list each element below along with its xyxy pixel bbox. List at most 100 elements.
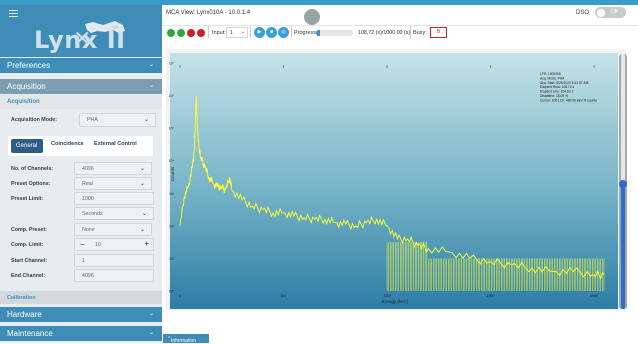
sidebar-header — [0, 5, 162, 57]
clear-button[interactable]: ◎ — [278, 27, 289, 38]
dso-toggle[interactable]: Off — [595, 7, 626, 18]
dso-toggle-text: Off — [611, 9, 618, 15]
information-tab[interactable]: Information ⌃ — [163, 334, 209, 344]
num-channels-label: No. of Channels: — [11, 166, 54, 172]
tab-general[interactable]: General — [11, 139, 43, 153]
info-line: Elapsed Live: 104.62 s — [540, 90, 574, 94]
acquisition-subheader: Acquisition — [0, 95, 162, 109]
num-channels-value: 4096 — [82, 166, 94, 172]
x-tick-label: 0 — [179, 294, 181, 298]
comp-preset-value: None — [82, 227, 95, 233]
start-channel-input[interactable]: 1 — [74, 254, 154, 267]
y-tick-label: 10⁶ — [169, 94, 175, 98]
end-channel-label: End Channel: — [11, 273, 46, 279]
info-line: Acq. Mode: PHA — [540, 76, 565, 80]
progress-label: Progress: — [294, 30, 318, 36]
chevron-down-icon: ⌄ — [143, 117, 149, 123]
num-channels-select[interactable]: 4096 ⌄ — [74, 162, 152, 175]
spectrum-series-line — [179, 95, 605, 280]
x-tick-label: 1500 — [487, 294, 495, 298]
busy-indicator: B — [430, 27, 447, 38]
status-green-icon[interactable] — [177, 29, 185, 37]
y-axis: 10⁰ 10¹ 10² 10³ 10⁴ 10⁵ 10⁶ 10⁷ — [169, 62, 175, 294]
comp-limit-label: Comp. Limit: — [11, 242, 44, 248]
chevron-down-icon: ⌄ — [240, 29, 245, 35]
preset-options-label: Preset Options: — [11, 181, 51, 187]
input-select[interactable]: 1 ⌄ — [226, 27, 248, 38]
chevron-down-icon: ⌄ — [148, 330, 154, 336]
logo-text: Lynx II — [34, 26, 126, 54]
status-green-icon[interactable] — [167, 29, 175, 37]
spectrum-chart[interactable]: 10⁰ 10¹ 10² 10³ 10⁴ 10⁵ 10⁶ 10⁷ 0 500 1000 1500 200… — [166, 49, 626, 311]
information-text: Information — [171, 338, 197, 344]
comp-limit-stepper[interactable]: − 10 + — [74, 238, 154, 251]
section-calibration[interactable]: Calibration — [0, 291, 162, 304]
y-tick-label: 10³ — [169, 192, 175, 196]
comp-preset-label: Comp. Preset: — [11, 227, 47, 233]
top-bar — [0, 0, 638, 5]
chevron-down-icon: ⌄ — [139, 227, 145, 233]
x-tick-label: 500 — [281, 294, 287, 298]
end-channel-value: 4096 — [82, 273, 94, 279]
comp-preset-select[interactable]: None ⌄ — [74, 223, 152, 236]
clear-icon: ◎ — [281, 29, 286, 35]
vertical-scroll-slider[interactable] — [619, 54, 627, 309]
status-red-icon[interactable] — [187, 29, 195, 37]
input-value: 1 — [230, 30, 233, 36]
toolbar-divider — [163, 25, 638, 26]
section-maintenance-label: Maintenance — [7, 329, 53, 338]
section-hardware[interactable]: Hardware ⌄ — [0, 307, 162, 322]
tab-coincidence[interactable]: Coincidence — [51, 141, 84, 147]
stop-button[interactable]: ■ — [266, 27, 277, 38]
y-tick-label: 10⁷ — [169, 62, 175, 66]
section-hardware-label: Hardware — [7, 310, 42, 319]
acquisition-subheader-label: Acquisition — [7, 99, 40, 105]
dso-label: DSO — [576, 10, 590, 16]
acquisition-mode-value: PHA — [87, 117, 98, 123]
stop-icon: ■ — [269, 29, 274, 35]
start-button[interactable]: ▶ — [254, 27, 265, 38]
slider-fill — [621, 184, 625, 309]
tab-external-control[interactable]: External Control — [94, 141, 137, 147]
tab-general-label: General — [16, 143, 38, 149]
minus-icon[interactable]: − — [80, 240, 85, 249]
chevron-down-icon: ⌄ — [148, 311, 154, 317]
section-acquisition-label: Acquisition — [7, 82, 46, 91]
toolbar-separator — [410, 26, 411, 38]
end-channel-input[interactable]: 4096 — [74, 269, 154, 282]
section-maintenance[interactable]: Maintenance ⌄ — [0, 326, 162, 341]
slider-handle[interactable] — [619, 180, 627, 188]
start-channel-value: 1 — [82, 258, 85, 264]
preset-unit-value: Seconds — [82, 211, 103, 217]
busy-value: B — [436, 29, 441, 35]
status-red-icon[interactable] — [197, 29, 205, 37]
progress-fill — [316, 30, 321, 36]
toggle-knob — [597, 8, 605, 17]
x-axis: 0 500 1000 1500 2000 — [179, 65, 598, 298]
chevron-down-icon: ⌄ — [148, 62, 154, 68]
play-icon: ▶ — [257, 29, 262, 35]
y-tick-label: 10⁰ — [169, 290, 175, 294]
busy-label: Busy: — [413, 30, 427, 36]
toolbar-separator — [250, 26, 251, 38]
tab-bar — [8, 136, 153, 156]
progress-bar — [316, 30, 353, 36]
info-line: Deadtime: 18.09 % — [540, 94, 568, 98]
toolbar-separator — [208, 26, 209, 38]
app-icon — [304, 9, 320, 25]
info-line: Acq. Start: 8/26/2022 8:11:57 AM — [540, 81, 589, 85]
preset-unit-select[interactable]: Seconds ⌄ — [74, 207, 154, 220]
mca-view-title: MCA View: Lynx010A - 10.0.1.4 — [166, 10, 251, 16]
section-acquisition[interactable]: Acquisition ⌄ — [0, 79, 162, 94]
lynx-logo: ✕ — [73, 21, 125, 52]
preset-limit-input[interactable]: 1000 — [74, 192, 154, 205]
preset-limit-label: Preset Limit: — [11, 196, 44, 202]
plus-icon[interactable]: + — [144, 239, 149, 248]
acquisition-mode-select[interactable]: PHA ⌄ — [79, 113, 156, 127]
section-preferences[interactable]: Preferences ⌄ — [0, 58, 162, 73]
hamburger-menu-icon[interactable] — [9, 10, 18, 18]
chevron-down-icon: ⌄ — [139, 181, 145, 187]
chart-background — [170, 53, 618, 309]
preset-options-select[interactable]: Real ⌄ — [74, 177, 152, 190]
acquisition-mode-label: Acquisition Mode: — [11, 117, 57, 123]
